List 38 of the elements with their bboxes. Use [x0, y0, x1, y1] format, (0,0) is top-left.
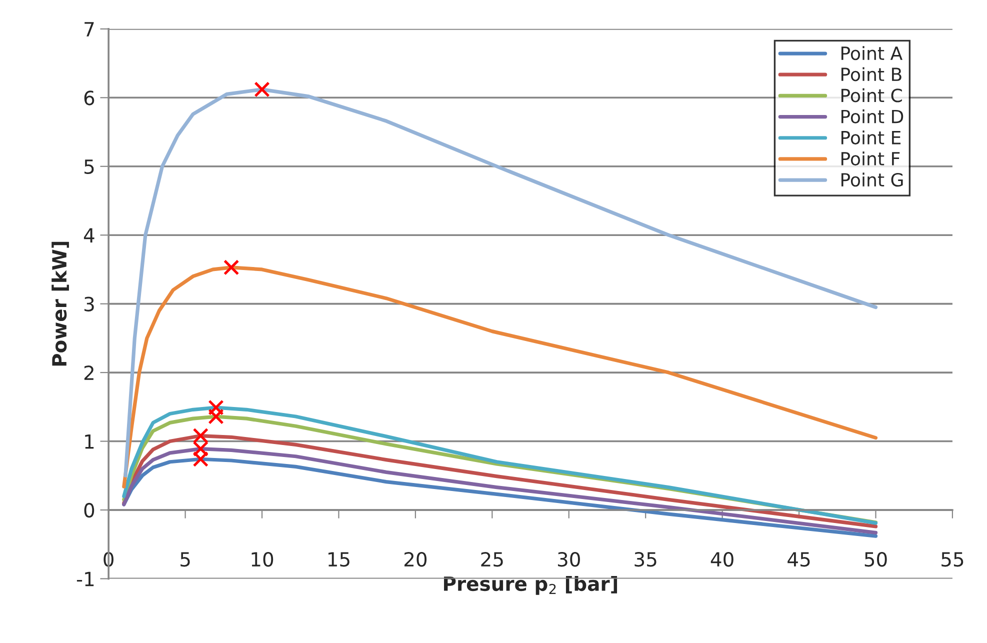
point — [192, 451, 208, 467]
y-tick-label: 0 — [84, 502, 94, 518]
y-axis-title: Power [kW] — [52, 242, 69, 366]
point — [208, 408, 224, 424]
x-tick-label: 40 — [710, 552, 734, 567]
legend-label: Point E — [841, 130, 901, 144]
x-tick-label: 25 — [481, 552, 503, 567]
x-tick-label: 55 — [942, 552, 964, 567]
point — [208, 400, 224, 416]
legend-label: Point C — [841, 88, 902, 102]
y-tick-label: 6 — [84, 90, 94, 106]
point — [192, 440, 208, 457]
x-axis-title: Presure p$_{2}$ [bar] — [444, 576, 618, 595]
legend-label: Point G — [841, 172, 903, 187]
line-series — [122, 434, 878, 528]
y-tick-label: 5 — [84, 160, 94, 174]
y-tick-label: 1 — [85, 434, 94, 449]
legend-label: Point B — [841, 67, 902, 82]
x-tick-label: 5 — [180, 552, 190, 567]
point — [223, 260, 240, 276]
x-tick-label: 50 — [864, 552, 887, 567]
legend-label: Point D — [841, 109, 904, 124]
line-series — [122, 266, 878, 488]
x-tick-label: 35 — [634, 552, 656, 567]
y-tick-label: 2 — [84, 365, 94, 380]
y-tick-label: 3 — [84, 296, 94, 312]
y-tick-label: 4 — [84, 228, 94, 242]
legend-label: Point F — [841, 152, 900, 166]
y-tick-label: -1 — [76, 572, 94, 586]
y-tick-label: 7 — [84, 22, 94, 36]
x-tick-label: 15 — [328, 552, 350, 567]
x-tick-label: 30 — [558, 552, 580, 567]
point — [192, 428, 208, 444]
point — [254, 82, 270, 98]
x-tick-label: 20 — [404, 552, 427, 567]
x-tick-label: 45 — [788, 552, 810, 567]
legend-label: Point A — [841, 46, 902, 60]
x-tick-label: 10 — [252, 552, 274, 567]
